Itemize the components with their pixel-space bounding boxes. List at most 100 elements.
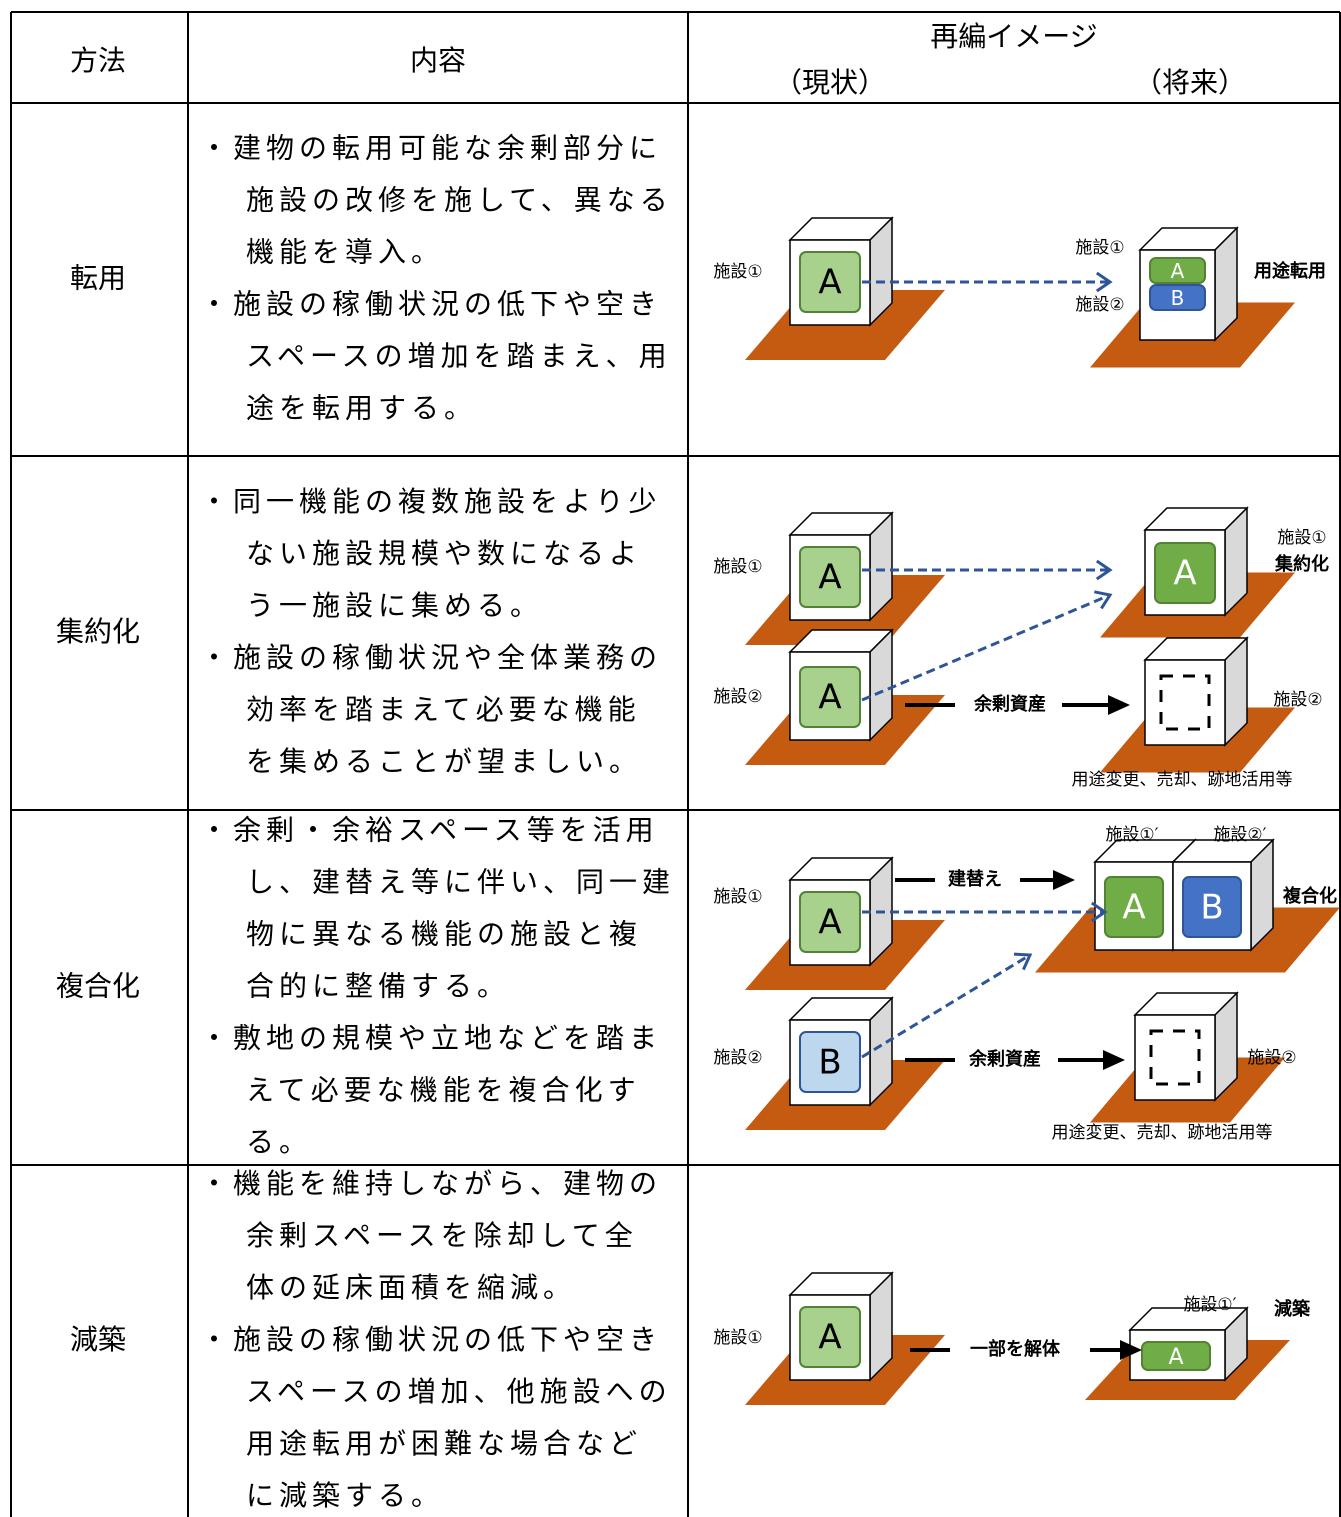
content-line: に減築する。 — [246, 1479, 444, 1512]
arrow-head — [1090, 901, 1108, 923]
dashed-arrow — [861, 953, 1031, 1059]
function-box — [799, 891, 861, 953]
table-lines — [10, 11, 1341, 1517]
content-line: を集めることが望ましい。 — [246, 745, 642, 778]
function-box — [1154, 542, 1216, 604]
diagram-label: 施設① — [713, 1328, 762, 1348]
content-line: ・同一機能の複数施設をより少 — [200, 485, 661, 518]
diagram-label: 施設①′ — [1183, 1295, 1236, 1315]
function-letter: B — [818, 1043, 841, 1083]
content-line: 合的に整備する。 — [246, 970, 510, 1003]
content-line: ない施設規模や数になるよ — [246, 537, 642, 570]
content-line: う一施設に集める。 — [246, 589, 543, 622]
content-line: 効率を踏まえて必要な機能 — [246, 693, 641, 726]
cube-front — [1144, 659, 1226, 746]
arrow-head — [1103, 1050, 1125, 1070]
diagram-label: 用途変更、売却、跡地活用等 — [1052, 1123, 1273, 1143]
cube-front — [1134, 1014, 1216, 1101]
content-line: スペースの増加、他施設への — [246, 1375, 672, 1408]
content-line: 物に異なる機能の施設と複 — [246, 918, 642, 951]
diagram-label: 施設① — [713, 887, 762, 907]
diagram-label: 用途変更、売却、跡地活用等 — [1072, 770, 1293, 790]
diagram-label: 減築 — [1274, 1298, 1311, 1320]
header-current: （現状） — [774, 66, 886, 99]
content-line: 施設の改修を施して、異なる — [246, 184, 673, 217]
function-letter: B — [1200, 888, 1223, 928]
content-line: 余剰スペースを除却して全 — [246, 1219, 638, 1252]
header-content: 内容 — [410, 44, 466, 77]
diagram-label: 施設② — [713, 687, 762, 707]
content-line: 機能を導入。 — [246, 236, 444, 269]
diagram-label: 施設②′ — [1213, 825, 1266, 845]
content-line: ・機能を維持しながら、建物の — [200, 1167, 662, 1200]
diagram-label: 用途転用 — [1254, 260, 1326, 282]
function-letter: A — [1168, 1345, 1183, 1370]
diagram-label: 施設② — [1273, 690, 1322, 710]
method: 集約化 — [56, 615, 140, 648]
content-line: る。 — [246, 1126, 312, 1159]
arrow-head — [1120, 1340, 1142, 1360]
empty-space — [1149, 1029, 1201, 1086]
function-box — [799, 1306, 861, 1368]
function-box — [1149, 257, 1206, 284]
method: 複合化 — [56, 970, 140, 1003]
diagram-label: 余剰資産 — [973, 693, 1046, 715]
content-line: 用途転用が困難な場合など — [246, 1427, 642, 1460]
content-line: し、建替え等に伴い、同一建 — [246, 866, 675, 899]
function-box — [1141, 1341, 1211, 1371]
header-future: （将来） — [1134, 66, 1246, 99]
diagram-label: 集約化 — [1274, 553, 1329, 575]
content-line: ・施設の稼働状況の低下や空き — [200, 288, 662, 321]
function-box — [799, 1031, 861, 1093]
diagram-label: 施設① — [1277, 528, 1326, 548]
method: 転用 — [70, 262, 126, 295]
function-letter: A — [1122, 888, 1145, 928]
method: 減築 — [70, 1323, 126, 1356]
diagram-label: 施設① — [1075, 238, 1124, 258]
content-line: ・敷地の規模や立地などを踏ま — [200, 1022, 662, 1055]
function-letter: B — [1171, 286, 1185, 310]
arrow-head — [1094, 590, 1113, 610]
diagram-label: 施設① — [713, 557, 762, 577]
diagram-label: 施設① — [713, 262, 762, 282]
diagram-label: 建替え — [948, 868, 1002, 890]
function-letter: A — [818, 678, 841, 718]
function-box — [799, 546, 861, 608]
empty-space — [1159, 674, 1211, 731]
arrow-head — [1095, 271, 1113, 293]
function-box — [799, 251, 861, 313]
function-letter: A — [818, 1318, 841, 1358]
arrow-head — [1013, 952, 1033, 971]
arrow-head — [1095, 559, 1113, 581]
function-letter: A — [818, 903, 841, 943]
diagram-label: 施設①′ — [1105, 825, 1158, 845]
diagram-label: 施設② — [713, 1048, 762, 1068]
function-box — [799, 666, 861, 728]
function-box — [1149, 284, 1206, 311]
content-line: ・施設の稼働状況や全体業務の — [200, 641, 662, 674]
function-box — [1104, 876, 1164, 938]
diagram: A A 施設① 一部を解体 施設①′ 減築 — [713, 1271, 1311, 1405]
function-letter: A — [1173, 554, 1196, 594]
content-line: えて必要な機能を複合化す — [246, 1074, 641, 1107]
arrow-head — [1053, 870, 1075, 890]
function-box — [1182, 876, 1242, 938]
header-method: 方法 — [70, 44, 126, 77]
content-line: ・建物の転用可能な余剰部分に — [200, 132, 662, 165]
content-line: ・施設の稼働状況の低下や空き — [200, 1323, 662, 1356]
arrow-head — [1108, 695, 1130, 715]
function-letter: A — [818, 558, 841, 598]
header-image: 再編イメージ — [930, 20, 1097, 53]
content-line: ・余剰・余裕スペース等を活用 — [200, 814, 659, 847]
diagram-label: 複合化 — [1282, 885, 1337, 907]
function-letter: A — [1171, 259, 1185, 283]
content-line: スペースの増加を踏まえ、用 — [246, 340, 672, 373]
dashed-arrow — [861, 593, 1111, 702]
diagram-label: 施設② — [1247, 1048, 1296, 1068]
function-letter: A — [818, 263, 841, 303]
diagram-label: 一部を解体 — [970, 1338, 1061, 1360]
